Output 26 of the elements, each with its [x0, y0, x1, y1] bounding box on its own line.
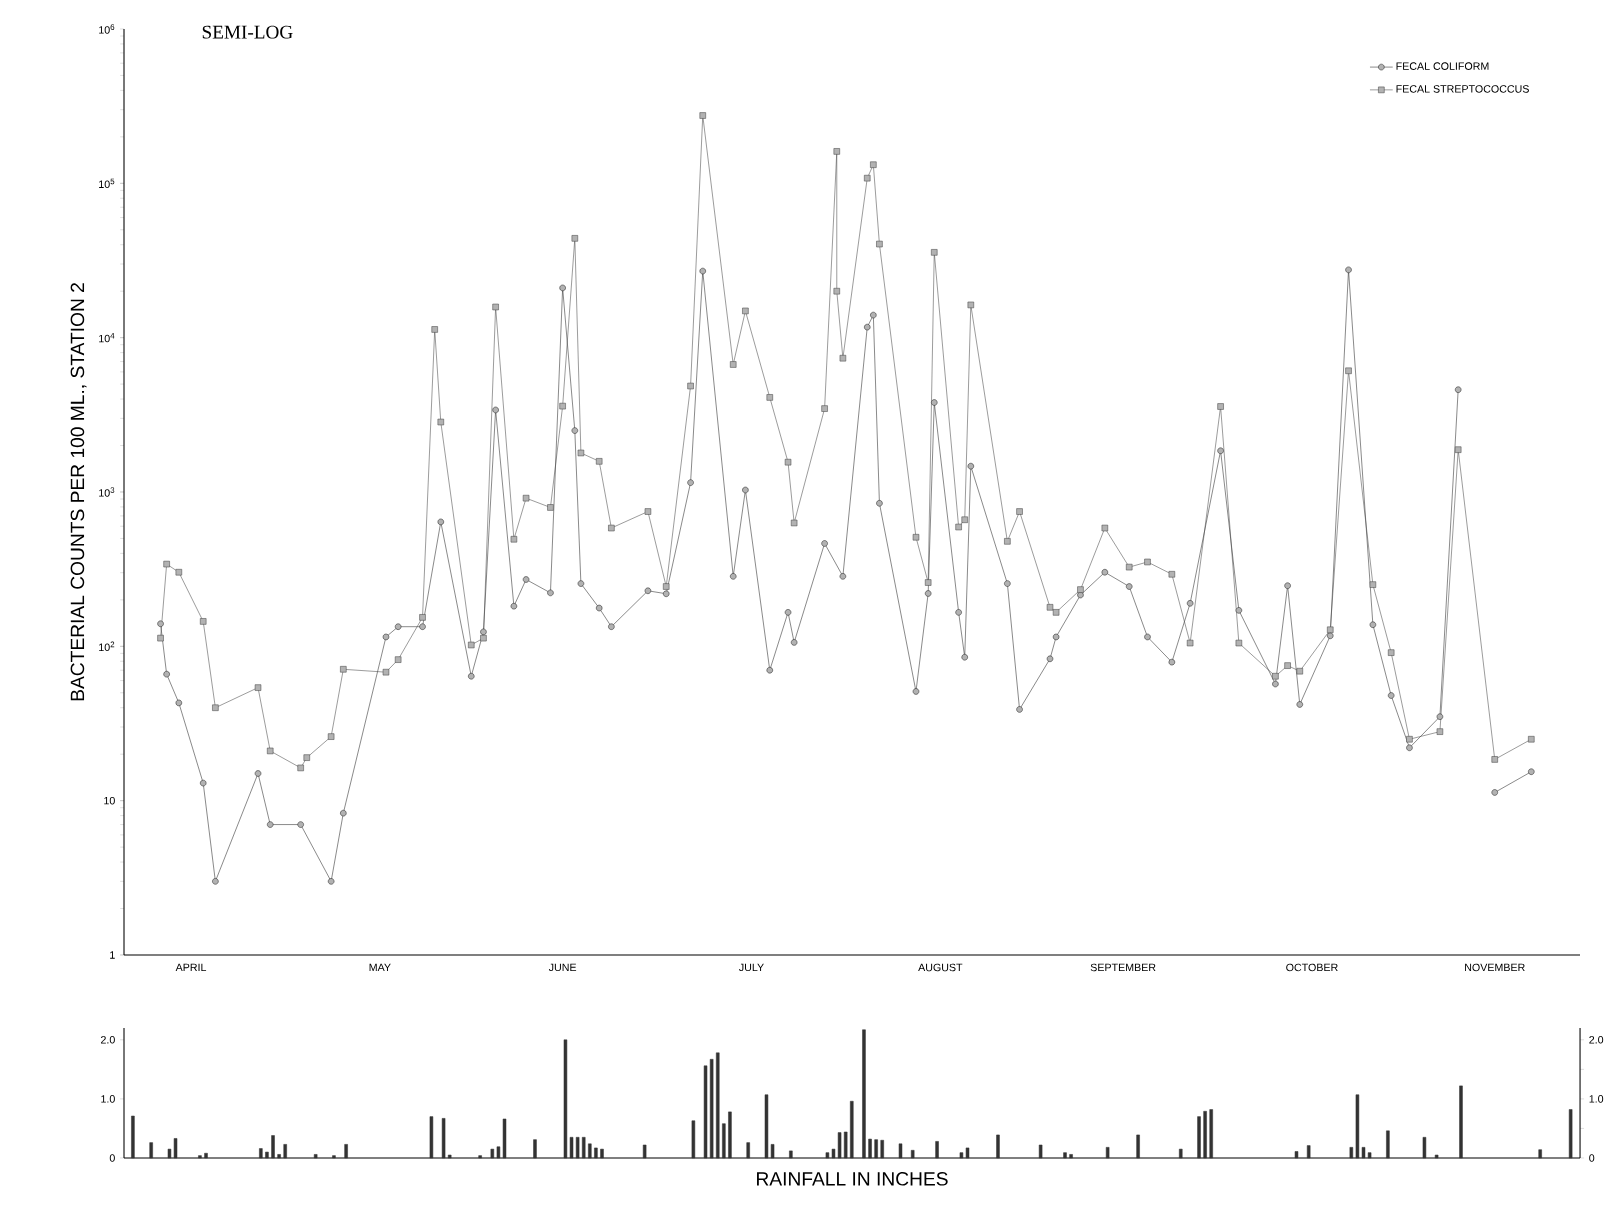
y-tick-label: 10$^{4}$ — [99, 332, 115, 343]
y-axis-title: BACTERIAL COUNTS PER 100 ML., STATION 2 — [70, 283, 87, 701]
y-tick-label: 1.0 — [101, 1095, 115, 1103]
y-tick-label: 1 — [110, 951, 115, 959]
x-tick-label: MAY — [369, 963, 391, 972]
x-tick-label: AUGUST — [918, 963, 963, 972]
x-tick-label: JULY — [739, 963, 764, 972]
y2-tick-label: 2.0 — [1589, 1036, 1604, 1044]
y-tick-label: 10$^{6}$ — [99, 24, 115, 34]
x-tick-label: SEPTEMBER — [1090, 963, 1156, 972]
y-tick-label: 10 — [104, 796, 115, 805]
x-tick-label: NOVEMBER — [1465, 963, 1525, 972]
y-tick-label: 2.0 — [101, 1036, 115, 1044]
x-tick-label: APRIL — [175, 963, 207, 972]
x-tick-label: OCTOBER — [1286, 963, 1338, 972]
y-tick-label: 0 — [109, 1154, 115, 1162]
y2-tick-label: 0 — [1589, 1154, 1595, 1162]
legend-label: FECAL STREPTOCOCCUS — [1396, 85, 1529, 93]
legend-label: FECAL COLIFORM — [1396, 62, 1489, 70]
y-tick-label: 10$^{5}$ — [99, 178, 115, 188]
x-axis-title: RAINFALL IN INCHES — [757, 1172, 948, 1186]
y2-tick-label: 1.0 — [1589, 1095, 1604, 1103]
y-tick-label: 10$^{3}$ — [99, 487, 115, 497]
y-tick-label: 10$^{2}$ — [99, 641, 115, 652]
x-tick-label: JUNE — [548, 963, 577, 972]
chart-title: SEMI-LOG — [202, 25, 293, 39]
